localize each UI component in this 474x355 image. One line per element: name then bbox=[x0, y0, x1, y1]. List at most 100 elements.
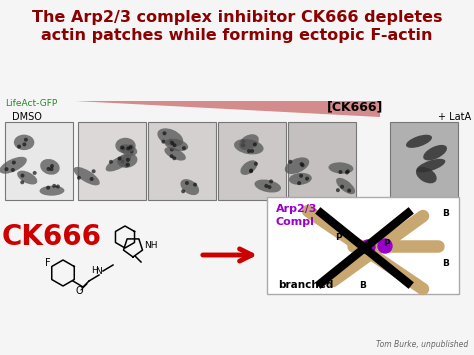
FancyBboxPatch shape bbox=[78, 122, 146, 200]
Text: B: B bbox=[443, 208, 449, 218]
Ellipse shape bbox=[255, 180, 281, 192]
Ellipse shape bbox=[240, 160, 257, 175]
Ellipse shape bbox=[128, 146, 132, 149]
Ellipse shape bbox=[40, 159, 60, 175]
Ellipse shape bbox=[234, 139, 264, 154]
Ellipse shape bbox=[126, 158, 130, 162]
Ellipse shape bbox=[423, 145, 447, 160]
Ellipse shape bbox=[33, 171, 36, 175]
Ellipse shape bbox=[170, 154, 173, 158]
Ellipse shape bbox=[288, 160, 292, 164]
Text: P: P bbox=[383, 239, 389, 247]
Ellipse shape bbox=[163, 131, 166, 135]
Ellipse shape bbox=[120, 159, 125, 164]
Ellipse shape bbox=[285, 157, 309, 174]
Ellipse shape bbox=[170, 147, 174, 152]
FancyBboxPatch shape bbox=[148, 122, 216, 200]
Ellipse shape bbox=[181, 179, 199, 195]
Ellipse shape bbox=[416, 167, 437, 183]
Ellipse shape bbox=[162, 140, 165, 144]
Ellipse shape bbox=[164, 139, 188, 151]
Ellipse shape bbox=[253, 142, 257, 147]
Text: B: B bbox=[443, 258, 449, 268]
Ellipse shape bbox=[164, 147, 186, 160]
Circle shape bbox=[361, 240, 375, 254]
Text: Arp2/3: Arp2/3 bbox=[276, 204, 318, 214]
Ellipse shape bbox=[56, 185, 60, 189]
Ellipse shape bbox=[77, 176, 81, 180]
Circle shape bbox=[378, 239, 392, 253]
Ellipse shape bbox=[106, 155, 131, 171]
Ellipse shape bbox=[91, 169, 96, 173]
Text: + LatA: + LatA bbox=[438, 112, 472, 122]
FancyBboxPatch shape bbox=[218, 122, 286, 200]
Ellipse shape bbox=[90, 177, 93, 181]
Ellipse shape bbox=[346, 169, 350, 174]
Ellipse shape bbox=[338, 170, 342, 174]
Ellipse shape bbox=[4, 167, 9, 171]
FancyBboxPatch shape bbox=[5, 122, 73, 200]
Polygon shape bbox=[75, 101, 380, 117]
Ellipse shape bbox=[269, 179, 273, 184]
Ellipse shape bbox=[336, 188, 340, 192]
Ellipse shape bbox=[17, 171, 37, 185]
FancyBboxPatch shape bbox=[267, 197, 459, 294]
Text: [CK666]: [CK666] bbox=[327, 100, 383, 114]
Ellipse shape bbox=[120, 146, 124, 149]
Ellipse shape bbox=[267, 185, 272, 189]
Ellipse shape bbox=[406, 135, 432, 148]
FancyBboxPatch shape bbox=[390, 122, 458, 200]
Ellipse shape bbox=[129, 144, 133, 148]
Ellipse shape bbox=[417, 159, 446, 173]
Ellipse shape bbox=[115, 138, 136, 153]
Text: Tom Burke, unpublished: Tom Burke, unpublished bbox=[376, 340, 468, 349]
Ellipse shape bbox=[14, 135, 34, 150]
Ellipse shape bbox=[20, 180, 24, 184]
Ellipse shape bbox=[328, 162, 354, 174]
Ellipse shape bbox=[17, 144, 21, 148]
Ellipse shape bbox=[24, 138, 28, 142]
Ellipse shape bbox=[172, 156, 176, 160]
Ellipse shape bbox=[73, 167, 100, 185]
Ellipse shape bbox=[170, 141, 174, 145]
Text: NH: NH bbox=[144, 240, 157, 250]
FancyBboxPatch shape bbox=[288, 122, 356, 200]
Ellipse shape bbox=[49, 167, 54, 171]
Ellipse shape bbox=[22, 142, 27, 146]
Text: DMSO: DMSO bbox=[12, 112, 42, 122]
Ellipse shape bbox=[39, 186, 64, 196]
Ellipse shape bbox=[297, 181, 301, 185]
Ellipse shape bbox=[305, 177, 309, 181]
Text: CK666: CK666 bbox=[2, 223, 102, 251]
Ellipse shape bbox=[119, 144, 137, 156]
Ellipse shape bbox=[169, 140, 173, 143]
Ellipse shape bbox=[126, 163, 130, 167]
Ellipse shape bbox=[118, 153, 137, 168]
Ellipse shape bbox=[46, 167, 51, 171]
Ellipse shape bbox=[185, 181, 189, 185]
Text: The Arp2/3 complex inhibitor CK666 depletes: The Arp2/3 complex inhibitor CK666 deple… bbox=[32, 10, 442, 25]
Text: O: O bbox=[75, 286, 83, 296]
Ellipse shape bbox=[299, 174, 303, 178]
Ellipse shape bbox=[250, 149, 254, 153]
Ellipse shape bbox=[254, 162, 258, 166]
Ellipse shape bbox=[121, 147, 126, 151]
Text: LifeAct-GFP: LifeAct-GFP bbox=[5, 98, 57, 108]
Ellipse shape bbox=[118, 157, 122, 160]
Text: branched: branched bbox=[278, 280, 334, 290]
Ellipse shape bbox=[249, 169, 253, 173]
Ellipse shape bbox=[300, 162, 303, 166]
Ellipse shape bbox=[347, 189, 351, 193]
Ellipse shape bbox=[46, 186, 50, 190]
Ellipse shape bbox=[0, 157, 27, 174]
Ellipse shape bbox=[50, 164, 54, 168]
Text: actin patches while forming ectopic F-actin: actin patches while forming ectopic F-ac… bbox=[41, 28, 433, 43]
Ellipse shape bbox=[345, 170, 349, 175]
Ellipse shape bbox=[336, 178, 355, 194]
Ellipse shape bbox=[182, 146, 186, 150]
Ellipse shape bbox=[193, 182, 197, 187]
Ellipse shape bbox=[239, 134, 259, 150]
Text: N: N bbox=[96, 267, 102, 275]
Ellipse shape bbox=[301, 163, 305, 167]
Text: F: F bbox=[45, 258, 51, 268]
